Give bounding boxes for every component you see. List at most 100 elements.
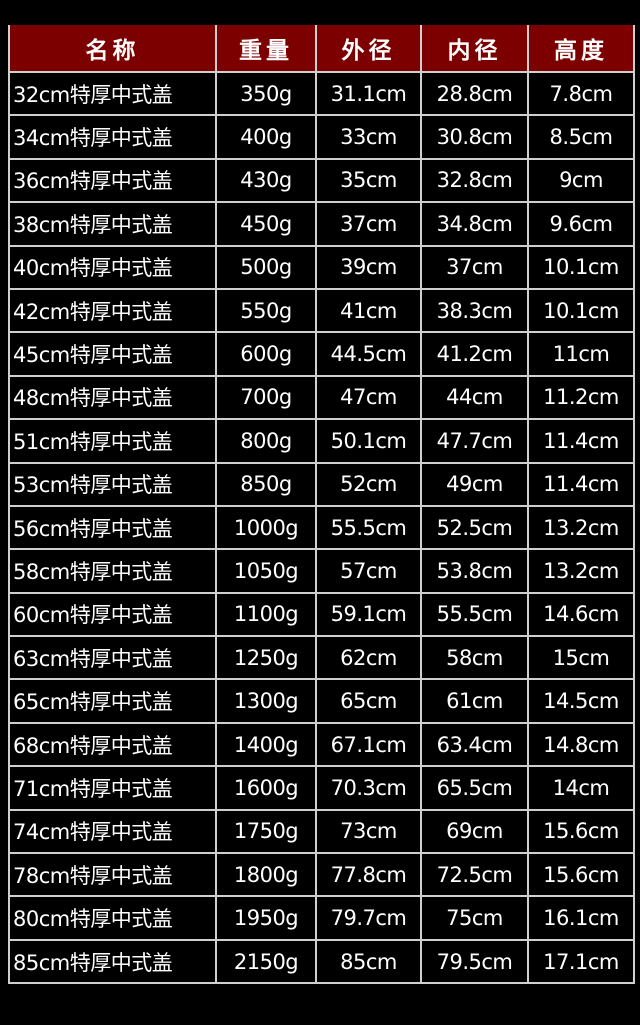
cell-outer-diameter: 39cm	[315, 244, 422, 290]
cell-height: 17.1cm	[527, 938, 635, 985]
cell-name: 40cm特厚中式盖	[8, 244, 217, 290]
cell-inner-diameter: 38.3cm	[420, 287, 529, 334]
cell-weight: 400g	[215, 114, 317, 160]
cell-name: 63cm特厚中式盖	[8, 635, 217, 681]
cell-height: 8.5cm	[527, 114, 635, 160]
cell-name: 80cm特厚中式盖	[8, 895, 217, 941]
cell-name: 60cm特厚中式盖	[8, 591, 217, 638]
cell-inner-diameter: 55.5cm	[420, 591, 529, 638]
cell-height: 14.8cm	[527, 721, 635, 768]
cell-height: 14.6cm	[527, 591, 635, 638]
table-row: 60cm特厚中式盖 1100g 59.1cm 55.5cm 14.6cm	[8, 591, 635, 638]
cell-outer-diameter: 44.5cm	[315, 331, 422, 377]
cell-outer-diameter: 59.1cm	[315, 591, 422, 638]
cell-name: 78cm特厚中式盖	[8, 852, 217, 898]
cell-height: 11.4cm	[527, 461, 635, 507]
table-row: 38cm特厚中式盖 450g 37cm 34.8cm 9.6cm	[8, 201, 635, 247]
cell-inner-diameter: 75cm	[420, 895, 529, 941]
cell-inner-diameter: 52.5cm	[420, 504, 529, 551]
cell-inner-diameter: 65.5cm	[420, 765, 529, 811]
cell-outer-diameter: 50.1cm	[315, 418, 422, 464]
cell-weight: 430g	[215, 157, 317, 204]
table-row: 40cm特厚中式盖 500g 39cm 37cm 10.1cm	[8, 244, 635, 290]
cell-height: 15cm	[527, 635, 635, 681]
cell-weight: 800g	[215, 418, 317, 464]
cell-outer-diameter: 41cm	[315, 287, 422, 334]
cell-inner-diameter: 61cm	[420, 678, 529, 724]
cell-outer-diameter: 79.7cm	[315, 895, 422, 941]
table-row: 42cm特厚中式盖 550g 41cm 38.3cm 10.1cm	[8, 287, 635, 334]
cell-outer-diameter: 77.8cm	[315, 852, 422, 898]
cell-outer-diameter: 47cm	[315, 374, 422, 421]
cell-inner-diameter: 69cm	[420, 808, 529, 855]
table-header-row: 名称 重量 外径 内径 高度	[8, 25, 635, 73]
cell-weight: 1050g	[215, 548, 317, 594]
cell-weight: 1600g	[215, 765, 317, 811]
cell-weight: 2150g	[215, 938, 317, 985]
cell-weight: 1000g	[215, 504, 317, 551]
cell-name: 38cm特厚中式盖	[8, 201, 217, 247]
cell-name: 48cm特厚中式盖	[8, 374, 217, 421]
cell-height: 15.6cm	[527, 808, 635, 855]
table-row: 32cm特厚中式盖 350g 31.1cm 28.8cm 7.8cm	[8, 70, 635, 117]
size-spec-table: 名称 重量 外径 内径 高度 32cm特厚中式盖 350g 31.1cm 28.8cm 7.8c…	[8, 25, 635, 985]
table-row: 71cm特厚中式盖 1600g 70.3cm 65.5cm 14cm	[8, 765, 635, 811]
cell-name: 34cm特厚中式盖	[8, 114, 217, 160]
cell-weight: 1750g	[215, 808, 317, 855]
cell-inner-diameter: 58cm	[420, 635, 529, 681]
cell-outer-diameter: 73cm	[315, 808, 422, 855]
table-row: 80cm特厚中式盖 1950g 79.7cm 75cm 16.1cm	[8, 895, 635, 941]
cell-inner-diameter: 47.7cm	[420, 418, 529, 464]
cell-weight: 850g	[215, 461, 317, 507]
header-name: 名称	[8, 25, 217, 73]
cell-height: 10.1cm	[527, 244, 635, 290]
table-row: 51cm特厚中式盖 800g 50.1cm 47.7cm 11.4cm	[8, 418, 635, 464]
cell-inner-diameter: 32.8cm	[420, 157, 529, 204]
cell-weight: 1100g	[215, 591, 317, 638]
cell-inner-diameter: 37cm	[420, 244, 529, 290]
cell-height: 13.2cm	[527, 548, 635, 594]
table-row: 63cm特厚中式盖 1250g 62cm 58cm 15cm	[8, 635, 635, 681]
cell-height: 11cm	[527, 331, 635, 377]
cell-inner-diameter: 30.8cm	[420, 114, 529, 160]
table-row: 45cm特厚中式盖 600g 44.5cm 41.2cm 11cm	[8, 331, 635, 377]
cell-name: 45cm特厚中式盖	[8, 331, 217, 377]
header-outer-diameter: 外径	[315, 25, 422, 73]
cell-outer-diameter: 55.5cm	[315, 504, 422, 551]
table-row: 74cm特厚中式盖 1750g 73cm 69cm 15.6cm	[8, 808, 635, 855]
table-row: 56cm特厚中式盖 1000g 55.5cm 52.5cm 13.2cm	[8, 504, 635, 551]
cell-weight: 450g	[215, 201, 317, 247]
table-row: 85cm特厚中式盖 2150g 85cm 79.5cm 17.1cm	[8, 938, 635, 985]
table-row: 53cm特厚中式盖 850g 52cm 49cm 11.4cm	[8, 461, 635, 507]
cell-inner-diameter: 44cm	[420, 374, 529, 421]
cell-name: 85cm特厚中式盖	[8, 938, 217, 985]
cell-weight: 600g	[215, 331, 317, 377]
cell-weight: 350g	[215, 70, 317, 117]
cell-weight: 1400g	[215, 721, 317, 768]
table-row: 36cm特厚中式盖 430g 35cm 32.8cm 9cm	[8, 157, 635, 204]
cell-height: 7.8cm	[527, 70, 635, 117]
cell-height: 15.6cm	[527, 852, 635, 898]
cell-outer-diameter: 37cm	[315, 201, 422, 247]
cell-height: 16.1cm	[527, 895, 635, 941]
cell-height: 9cm	[527, 157, 635, 204]
cell-name: 36cm特厚中式盖	[8, 157, 217, 204]
cell-weight: 1950g	[215, 895, 317, 941]
table-row: 65cm特厚中式盖 1300g 65cm 61cm 14.5cm	[8, 678, 635, 724]
cell-outer-diameter: 62cm	[315, 635, 422, 681]
cell-height: 11.4cm	[527, 418, 635, 464]
cell-inner-diameter: 28.8cm	[420, 70, 529, 117]
cell-outer-diameter: 65cm	[315, 678, 422, 724]
cell-name: 51cm特厚中式盖	[8, 418, 217, 464]
cell-height: 11.2cm	[527, 374, 635, 421]
cell-height: 14cm	[527, 765, 635, 811]
cell-name: 68cm特厚中式盖	[8, 721, 217, 768]
cell-name: 53cm特厚中式盖	[8, 461, 217, 507]
cell-weight: 500g	[215, 244, 317, 290]
cell-outer-diameter: 57cm	[315, 548, 422, 594]
cell-inner-diameter: 41.2cm	[420, 331, 529, 377]
cell-inner-diameter: 34.8cm	[420, 201, 529, 247]
cell-height: 10.1cm	[527, 287, 635, 334]
cell-inner-diameter: 72.5cm	[420, 852, 529, 898]
cell-weight: 700g	[215, 374, 317, 421]
